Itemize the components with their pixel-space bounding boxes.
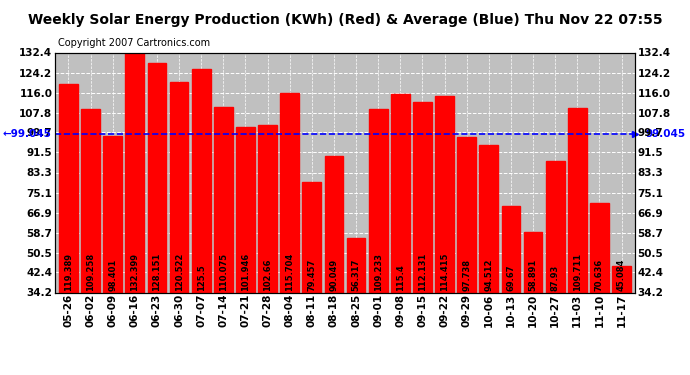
Text: 70.636: 70.636	[595, 259, 604, 291]
Bar	[59, 84, 78, 292]
Bar	[214, 107, 233, 292]
Text: 114.415: 114.415	[440, 253, 449, 291]
Text: Weekly Solar Energy Production (KWh) (Red) & Average (Blue) Thu Nov 22 07:55: Weekly Solar Energy Production (KWh) (Re…	[28, 13, 662, 27]
Text: 56.317: 56.317	[352, 259, 361, 291]
Bar	[302, 182, 322, 292]
Text: 97.738: 97.738	[462, 259, 471, 291]
Text: 94.512: 94.512	[484, 259, 493, 291]
Text: ←99.045: ←99.045	[2, 129, 51, 139]
Bar	[502, 206, 520, 292]
Bar	[81, 109, 100, 292]
Text: 99.045: 99.045	[646, 129, 686, 139]
Text: 119.389: 119.389	[64, 253, 73, 291]
Bar	[457, 137, 476, 292]
Text: 45.084: 45.084	[617, 259, 626, 291]
Text: 87.93: 87.93	[551, 265, 560, 291]
Text: 132.399: 132.399	[130, 253, 139, 291]
Bar	[192, 69, 210, 292]
Bar	[236, 127, 255, 292]
Bar	[435, 96, 454, 292]
Text: 58.891: 58.891	[529, 259, 538, 291]
Bar	[590, 204, 609, 292]
Text: 79.457: 79.457	[307, 259, 316, 291]
Text: 102.66: 102.66	[263, 259, 272, 291]
Text: 109.711: 109.711	[573, 253, 582, 291]
Bar	[568, 108, 586, 292]
Text: 125.5: 125.5	[197, 264, 206, 291]
Text: 69.67: 69.67	[506, 265, 515, 291]
Text: 115.704: 115.704	[285, 253, 294, 291]
Bar	[258, 125, 277, 292]
Bar	[324, 156, 344, 292]
Text: 98.401: 98.401	[108, 259, 117, 291]
Bar	[413, 102, 432, 292]
Text: 115.4: 115.4	[396, 264, 405, 291]
Text: 120.522: 120.522	[175, 253, 184, 291]
Text: 112.131: 112.131	[418, 253, 427, 291]
Text: 128.151: 128.151	[152, 253, 161, 291]
Text: 109.258: 109.258	[86, 253, 95, 291]
Bar	[368, 109, 388, 292]
Text: Copyright 2007 Cartronics.com: Copyright 2007 Cartronics.com	[58, 38, 210, 48]
Text: 101.946: 101.946	[241, 253, 250, 291]
Bar	[148, 63, 166, 292]
Bar	[612, 266, 631, 292]
Bar	[346, 238, 366, 292]
Bar	[104, 136, 122, 292]
Bar	[126, 53, 144, 292]
Bar	[480, 145, 498, 292]
Text: 110.075: 110.075	[219, 253, 228, 291]
Bar	[546, 161, 564, 292]
Bar	[170, 81, 188, 292]
Text: 90.049: 90.049	[329, 259, 338, 291]
Bar	[280, 93, 299, 292]
Text: 109.233: 109.233	[374, 253, 383, 291]
Bar	[391, 94, 410, 292]
Bar	[524, 232, 542, 292]
